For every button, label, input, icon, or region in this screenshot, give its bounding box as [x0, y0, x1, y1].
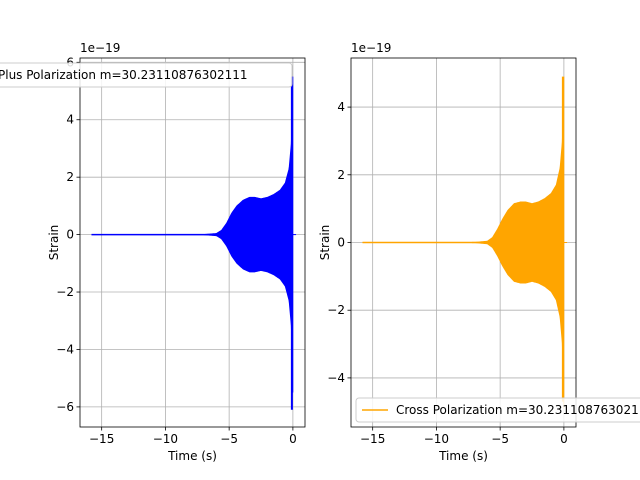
y-tick-label: 2 — [66, 170, 74, 184]
x-tick-label: −10 — [153, 432, 178, 446]
legend: Plus Polarization m=30.23110876302111 — [0, 62, 293, 88]
series-1 — [362, 76, 568, 409]
y-tick-label: 4 — [337, 100, 345, 114]
y-tick-label: −4 — [327, 371, 345, 385]
y-tick-label: 0 — [337, 236, 345, 250]
legend-entry: Plus Polarization m=30.23110876302111 — [0, 68, 248, 82]
plot-panel-0: −15 −10 −5 0 −6 −4 −2 0 2 4 6 Time (s) Strain 1e−19 Pl… — [0, 41, 306, 463]
axes-frame — [79, 57, 306, 428]
y-tick-label: 2 — [337, 168, 345, 182]
x-tick-label: 0 — [289, 432, 297, 446]
legend-entry: Cross Polarization m=30.23110876302111 — [396, 403, 640, 417]
y-scale-offset: 1e−19 — [80, 41, 120, 55]
y-tick-label: −6 — [56, 400, 74, 414]
legend-box — [0, 62, 293, 88]
y-scale-offset: 1e−19 — [351, 41, 391, 55]
x-axis-label: Time (s) — [167, 449, 217, 463]
y-tick-label: −2 — [327, 303, 345, 317]
y-tick-label: 6 — [66, 55, 74, 69]
plot-panel-1: −15 −10 −5 0 −4 −2 0 2 4 Time (s) Strain 1e−19 Cross… — [318, 41, 640, 463]
y-tick-label: 0 — [66, 228, 74, 242]
y-tick-label: −4 — [56, 342, 74, 356]
y-axis-label: Strain — [318, 225, 332, 261]
x-tick-label: −10 — [424, 432, 449, 446]
x-axis-label: Time (s) — [438, 449, 488, 463]
y-tick-label: 4 — [66, 113, 74, 127]
x-tick-label: −5 — [491, 432, 509, 446]
x-tick-label: −15 — [89, 432, 114, 446]
series-0 — [91, 76, 297, 410]
x-tick-label: 0 — [560, 432, 568, 446]
y-axis-label: Strain — [47, 225, 61, 261]
legend-box — [355, 397, 640, 423]
x-tick-label: −5 — [220, 432, 238, 446]
y-tick-label: −2 — [56, 285, 74, 299]
x-tick-label: −15 — [360, 432, 385, 446]
legend: Cross Polarization m=30.23110876302111 — [355, 397, 640, 423]
